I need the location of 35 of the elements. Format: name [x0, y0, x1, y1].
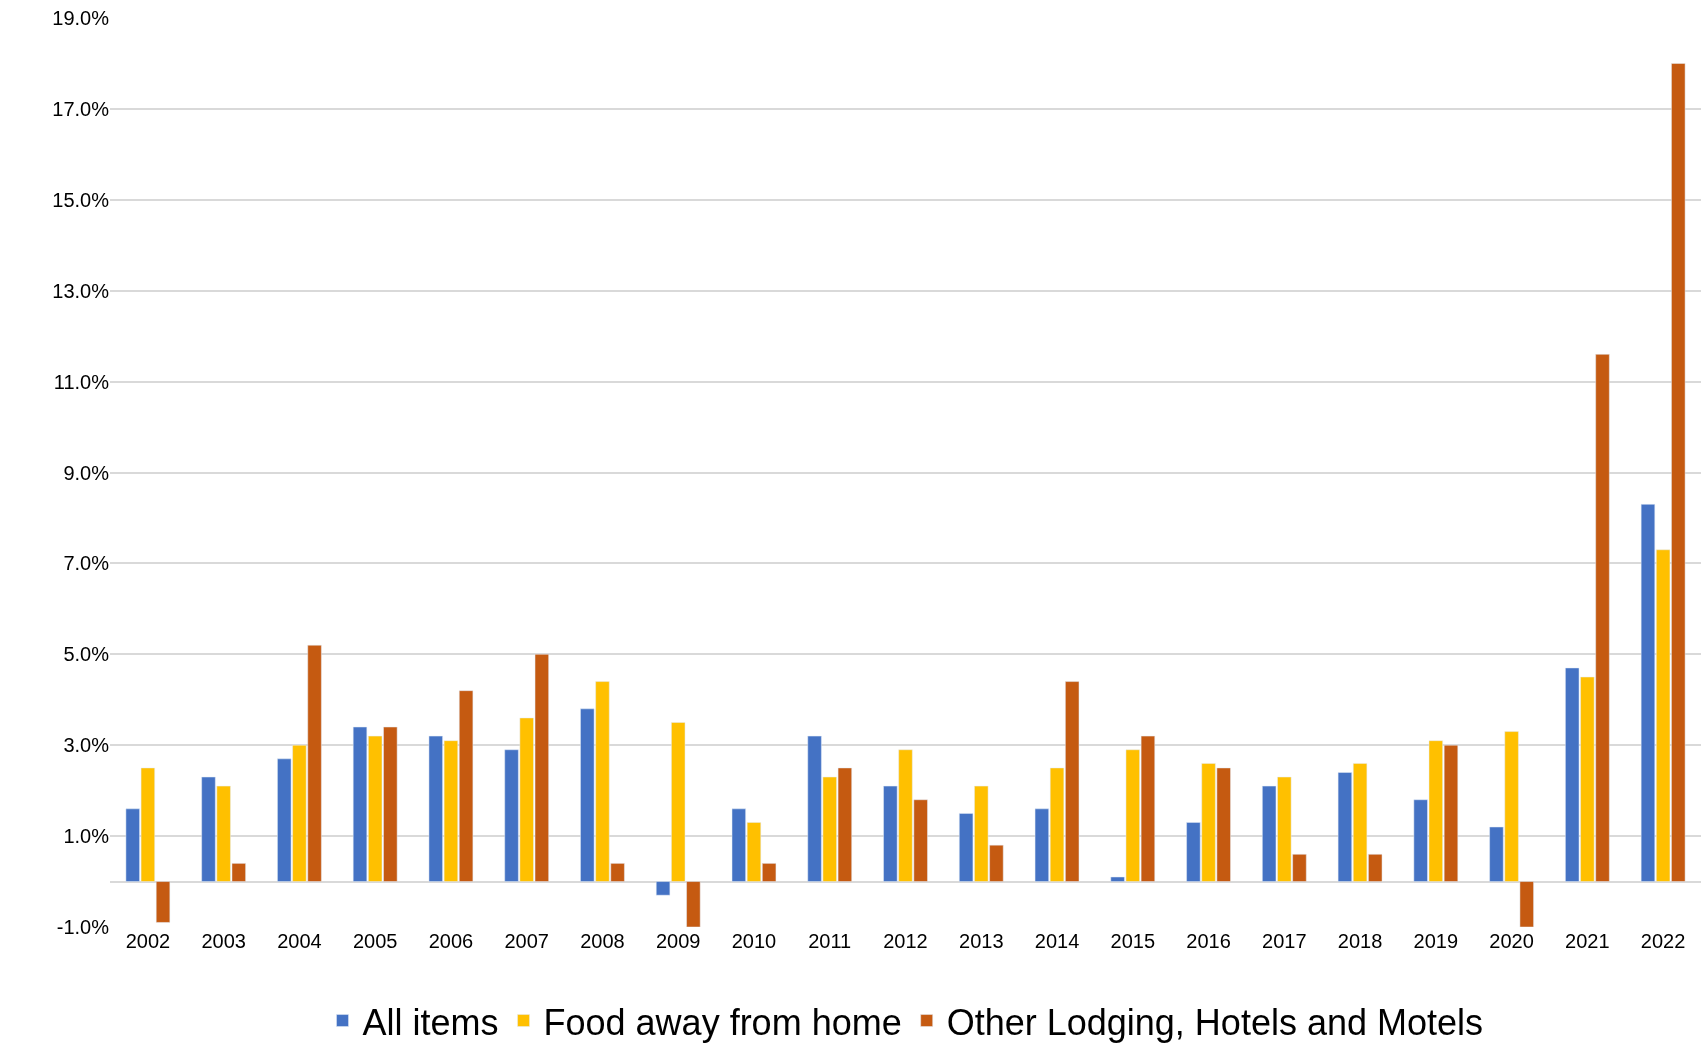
- y-tick-label: 5.0%: [63, 643, 110, 666]
- y-tick-label: 1.0%: [63, 825, 110, 848]
- x-tick-label: 2017: [1262, 930, 1307, 952]
- legend-label: Other Lodging, Hotels and Motels: [946, 1001, 1483, 1043]
- y-tick-label: 17.0%: [52, 97, 110, 120]
- y-tick-label: 9.0%: [63, 461, 110, 484]
- y-tick-label: 13.0%: [52, 279, 110, 302]
- legend-label: All items: [362, 1001, 499, 1043]
- x-tick-label: 2009: [655, 930, 701, 952]
- x-tick-label: 2003: [201, 930, 246, 952]
- x-tick-label: 2004: [277, 930, 322, 952]
- x-tick-label: 2008: [580, 930, 625, 952]
- x-tick-label: 2010: [731, 930, 777, 952]
- x-tick-label: 2013: [959, 930, 1004, 952]
- y-tick-label: 19.0%: [52, 7, 110, 29]
- x-tick-label: 2005: [352, 930, 398, 952]
- x-tick-label: 2012: [883, 930, 928, 952]
- x-tick-label: 2007: [504, 930, 549, 952]
- x-tick-label: 2016: [1186, 930, 1231, 952]
- x-tick-label: 2015: [1110, 930, 1156, 952]
- legend-label: Food away from home: [543, 1001, 902, 1043]
- x-tick-label: 2019: [1413, 930, 1459, 952]
- y-tick-label: 7.0%: [63, 552, 110, 575]
- x-tick-label: 2021: [1565, 930, 1610, 952]
- x-tick-label: 2014: [1034, 930, 1080, 952]
- x-tick-label: 2020: [1489, 930, 1534, 952]
- x-tick-label: 2006: [428, 930, 474, 952]
- x-tick-label: 2022: [1640, 930, 1686, 952]
- y-tick-label: 15.0%: [52, 188, 110, 211]
- x-tick-label: 2011: [808, 930, 852, 952]
- y-tick-label: 11.0%: [53, 370, 110, 393]
- y-tick-label: -1.0%: [56, 916, 110, 938]
- x-tick-label: 2018: [1337, 930, 1383, 952]
- x-tick-label: 2002: [125, 930, 171, 952]
- y-tick-label: 3.0%: [63, 734, 110, 757]
